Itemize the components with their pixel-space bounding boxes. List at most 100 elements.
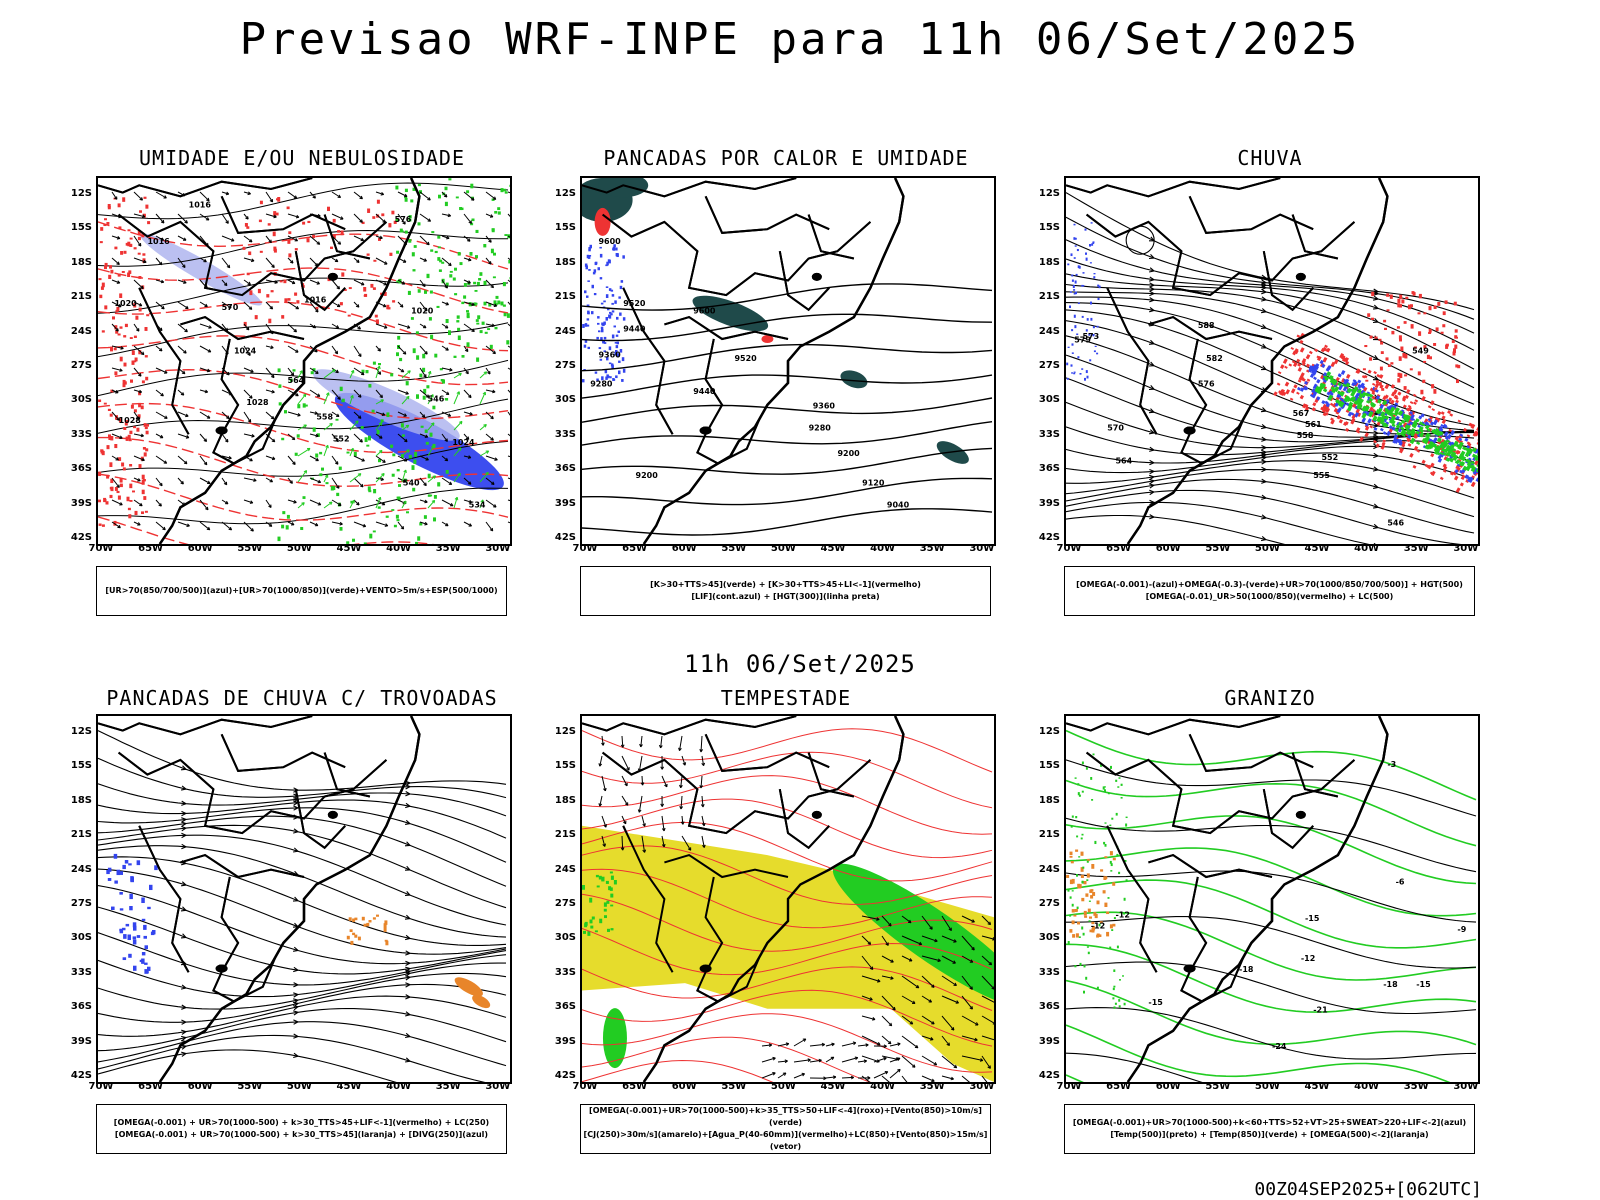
lat-tick-label: 42S [554,532,576,543]
lat-tick-label: 12S [1038,188,1060,199]
lon-tick-label: 50W [286,543,312,554]
contour-label: 9040 [887,500,910,509]
lon-tick-label: 40W [870,543,896,554]
legend-pancadas-calor: [K>30+TTS>45](verde) + [K>30+TTS>45+LI<-… [580,566,991,616]
lat-tick-label: 27S [1038,898,1060,909]
contour-label: 564 [1115,456,1132,465]
contour-label: 9520 [734,354,757,363]
contour-label: 564 [288,376,305,385]
lon-tick-label: 40W [386,543,412,554]
panel-title-pancadas-trovoadas: PANCADAS DE CHUVA C/ TROVOADAS [106,686,498,710]
lon-tick-label: 50W [1254,543,1280,554]
lat-tick-label: 24S [70,863,92,875]
lon-tick-label: 45W [1304,543,1330,554]
lat-tick-label: 33S [70,428,92,440]
lon-tick-label: 60W [671,543,697,554]
contour-label: 570 [1107,424,1124,433]
contour-label: -21 [1313,1005,1328,1014]
panel-title-pancadas-calor: PANCADAS POR CALOR E UMIDADE [603,146,969,170]
contour-label: -15 [1148,998,1163,1007]
lon-tick-label: 70W [88,1081,114,1092]
contour-label: 582 [1206,354,1223,363]
lat-tick-label: 36S [1038,463,1060,475]
lat-tick-label: 33S [1038,966,1060,978]
lon-tick-label: 35W [919,543,945,554]
contour-label: 573 [1082,332,1099,341]
run-info-footer: 00Z04SEP2025+[062UTC] [1254,1179,1482,1200]
map-canvas-granizo: -3 -6 -9 -12 -15 -18 -21 -24 -12 -15 -18 -12 -15 [1066,716,1477,1082]
contour-label: -3 [1387,760,1396,769]
legend-line: [UR>70(850/700/500)](azul)+[UR>70(1000/8… [105,586,498,595]
lat-tick-label: 42S [1038,1070,1060,1081]
lat-tick-label: 36S [554,1001,576,1013]
lat-tick-label: 18S [70,256,92,268]
lon-tick-label: 60W [1155,1081,1181,1092]
lat-tick-label: 30S [554,394,576,406]
contour-label: 9440 [693,387,716,396]
lon-tick-label: 55W [721,1081,747,1092]
contour-label: 9200 [636,471,659,480]
lat-tick-label: 12S [554,726,576,737]
lon-tick-label: 30W [969,543,995,554]
contour-label: 534 [469,500,486,509]
map-panel-granizo: -3 -6 -9 -12 -15 -18 -21 -24 -12 -15 -18 -12 -15 [1064,714,1480,1084]
lon-tick-label: 70W [572,1081,598,1092]
contour-label: 546 [1387,519,1404,528]
contour-label: 549 [1412,347,1429,356]
lon-tick-label: 30W [485,543,511,554]
legend-granizo: [OMEGA(-0.001)+UR>70(1000-500)+k<60+TTS>… [1064,1104,1475,1154]
contour-label: -9 [1457,925,1466,934]
contour-label: 1028 [119,416,142,425]
lon-tick-label: 70W [1056,543,1082,554]
lat-tick-label: 12S [70,726,92,737]
lon-tick-label: 65W [1106,543,1132,554]
lat-tick-label: 12S [554,188,576,199]
lat-tick-label: 30S [1038,394,1060,406]
contour-label: 1016 [304,295,327,304]
legend-line: [LIF](cont.azul) + [HGT(300)](linha pret… [691,592,880,601]
lon-tick-label: 65W [1106,1081,1132,1092]
lon-tick-label: 60W [1155,543,1181,554]
lat-tick-label: 30S [70,394,92,406]
contour-label: 1024 [452,438,475,447]
lon-tick-label: 35W [1403,1081,1429,1092]
lat-tick-label: 12S [1038,726,1060,737]
lat-tick-label: 33S [554,966,576,978]
contour-label: 1020 [411,306,434,315]
contour-label: 567 [1293,409,1310,418]
lat-tick-label: 27S [554,360,576,371]
contour-label: 9600 [598,237,621,246]
lon-tick-label: 55W [1205,543,1231,554]
lon-tick-label: 50W [770,543,796,554]
lon-tick-label: 60W [187,543,213,554]
lat-tick-label: 42S [70,1070,92,1081]
contour-label: 9600 [693,306,716,315]
lon-tick-label: 70W [88,543,114,554]
lon-tick-label: 45W [820,1081,846,1092]
lat-tick-label: 39S [554,1035,576,1047]
legend-umidade: [UR>70(850/700/500)](azul)+[UR>70(1000/8… [96,566,507,616]
contour-label: 1016 [147,237,170,246]
lon-tick-label: 30W [1453,1081,1479,1092]
map-borders [1066,178,1389,544]
contour-label: -15 [1416,980,1431,989]
lon-tick-label: 45W [1304,1081,1330,1092]
map-canvas-pancadas-trovoadas [98,716,507,1082]
lat-tick-label: 24S [554,325,576,337]
contour-label: 9360 [598,350,621,359]
legend-line: [K>30+TTS>45](verde) + [K>30+TTS>45+LI<-… [650,580,921,589]
mid-date-label: 11h 06/Set/2025 [684,650,916,678]
map-borders [1066,716,1389,1082]
lon-tick-label: 65W [138,1081,164,1092]
lon-tick-label: 35W [919,1081,945,1092]
lon-tick-label: 35W [435,1081,461,1092]
contour-label: 1020 [114,299,137,308]
contour-label: -24 [1272,1042,1287,1051]
contour-label: 588 [1198,321,1215,330]
contour-label: 9200 [837,449,860,458]
lon-tick-label: 30W [969,1081,995,1092]
lon-tick-label: 35W [435,543,461,554]
lat-tick-label: 33S [70,966,92,978]
lon-tick-label: 70W [572,543,598,554]
lat-tick-label: 42S [554,1070,576,1081]
